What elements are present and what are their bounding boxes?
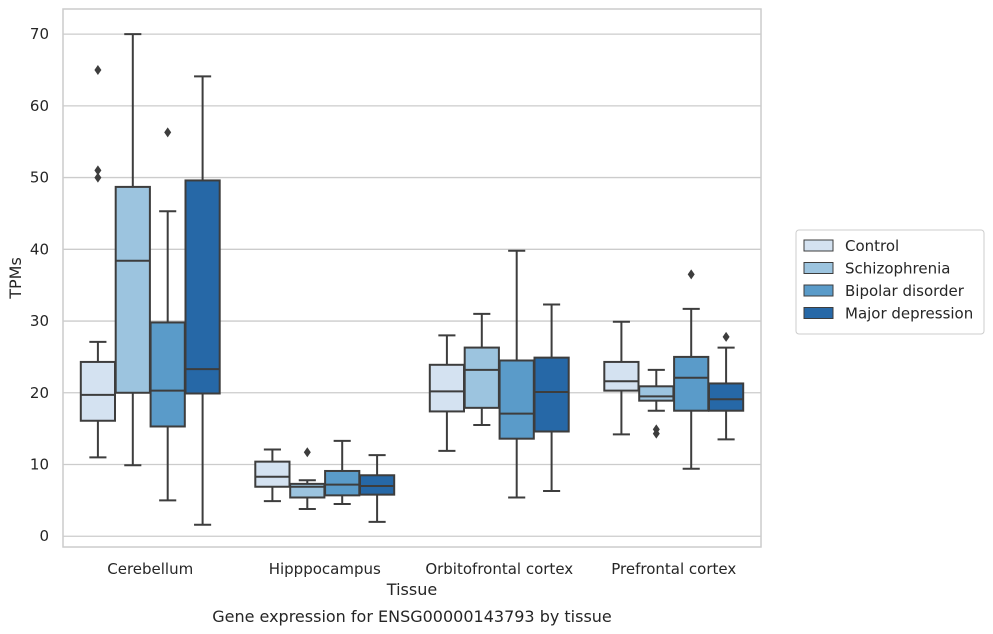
x-tick-label: Hipppocampus [269,560,381,578]
box [707,382,745,412]
y-tick-label: 20 [30,384,49,402]
legend: Control Schizophrenia Bipolar disorder Majo… [795,229,985,335]
box-group [289,447,326,510]
outlier-point [94,64,102,75]
box [673,355,710,412]
box [358,474,396,496]
box-group [79,64,117,459]
box-group [149,127,186,502]
legend-swatch [803,239,834,252]
box-group [463,312,500,427]
box [79,360,117,422]
box [463,346,500,409]
legend-label: Control [845,237,899,255]
box [149,321,186,428]
box-group [358,454,396,523]
x-tick-labels: Cerebellum Hipppocampus Orbitofrontal cort… [107,560,736,578]
y-tick-labels: 0 10 20 30 40 50 60 70 [30,25,49,545]
outlier-point [94,165,102,176]
box [114,185,151,394]
x-tick-label: Prefrontal cortex [611,560,736,578]
y-tick-label: 60 [30,97,49,115]
outlier-point [687,269,695,280]
legend-label: Bipolar disorder [845,282,965,300]
box-group [428,334,466,452]
outlier-point [303,447,311,458]
legend-swatch [803,284,834,297]
x-axis-label: Tissue [386,580,437,599]
x-tick-label: Orbitofrontal cortex [425,560,573,578]
y-axis-label: TPMs [6,257,25,300]
legend-swatch [803,307,834,319]
legend-swatch [803,262,834,274]
y-tick-label: 70 [30,25,49,43]
outlier-point [722,331,730,342]
outlier-point [164,127,172,138]
box [428,363,466,413]
y-tick-label: 30 [30,312,49,330]
legend-frame [795,229,985,335]
box-group [533,303,570,493]
box-group [603,320,640,436]
box-group [707,331,745,441]
box-group [638,368,675,439]
y-tick-label: 40 [30,240,49,258]
box-group [184,75,221,526]
box [184,179,221,395]
x-tick-label: Cerebellum [107,560,193,578]
box-groups [79,33,745,526]
legend-label: Schizophrenia [845,260,950,278]
box [533,356,570,433]
y-tick-label: 10 [30,456,49,474]
chart-caption: Gene expression for ENSG00000143793 by t… [212,607,612,626]
outlier-point [652,424,660,435]
box [603,360,640,392]
y-tick-label: 0 [39,527,49,545]
box [498,359,535,440]
box [638,385,675,402]
box [324,469,361,497]
y-tick-label: 50 [30,169,49,187]
plot-frame [62,8,762,548]
box-group [673,269,710,470]
legend-label: Major depression [845,305,973,323]
box [254,460,291,488]
box-group [498,249,535,499]
outlier-point [94,172,102,183]
box-group [114,33,151,467]
box-group [254,448,291,503]
box-group [324,439,361,505]
